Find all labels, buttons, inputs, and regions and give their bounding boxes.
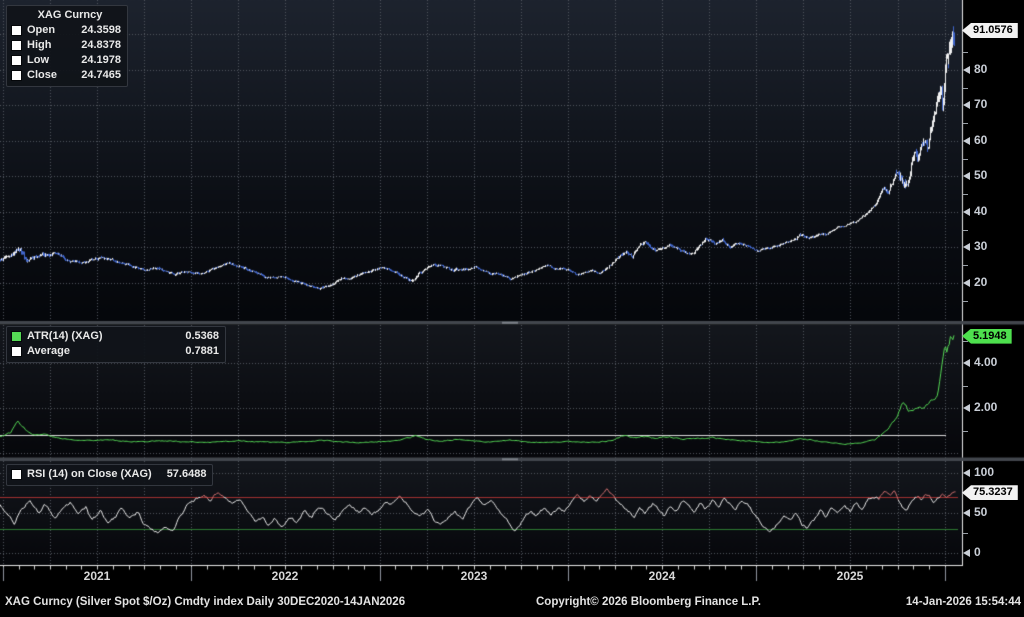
axis-tick-icon <box>963 549 970 557</box>
legend-row-atr[interactable]: ATR(14) (XAG) 0.5368 <box>11 329 219 344</box>
footer-description: XAG Curncy (Silver Spot $/Oz) Cmdty inde… <box>5 596 406 608</box>
close-swatch <box>11 70 22 81</box>
rsi-legend[interactable]: RSI (14) on Close (XAG) 57.6488 <box>6 464 214 486</box>
rsi-swatch <box>11 469 22 480</box>
axis-minor-tick <box>963 386 968 387</box>
high-label: High <box>27 39 52 51</box>
chart-footer: XAG Curncy (Silver Spot $/Oz) Cmdty inde… <box>0 596 1024 616</box>
footer-copyright: Copyright© 2026 Bloomberg Finance L.P. <box>536 596 761 608</box>
axis-minor-tick <box>963 341 968 342</box>
legend-row-open[interactable]: Open 24.3598 <box>11 23 121 38</box>
axis-minor-tick <box>963 533 968 534</box>
low-value: 24.1978 <box>81 54 121 66</box>
atr-label: ATR(14) (XAG) <box>27 330 103 342</box>
footer-timestamp: 14-Jan-2026 15:54:44 <box>905 596 1021 608</box>
axis-tick-label: 4.00 <box>974 355 998 369</box>
rsi-last-value-tag: 75.3237 <box>962 485 1018 501</box>
axis-tick-label: 20 <box>974 275 988 289</box>
axis-tick-label: 60 <box>974 132 988 147</box>
close-label: Close <box>27 69 57 81</box>
year-label-2022: 2022 <box>271 569 299 583</box>
year-label-2021: 2021 <box>83 569 111 583</box>
axis-minor-tick <box>963 265 968 266</box>
axis-tick-icon <box>963 359 970 367</box>
low-label: Low <box>27 54 49 66</box>
axis-tick-label: 80 <box>974 61 988 76</box>
axis-tick-icon <box>963 101 970 110</box>
average-value: 0.7881 <box>185 345 219 357</box>
high-swatch <box>11 40 22 51</box>
security-title: XAG Curncy <box>37 9 103 21</box>
axis-tick-icon <box>963 469 970 477</box>
legend-row-low[interactable]: Low 24.1978 <box>11 53 121 68</box>
average-swatch <box>11 346 22 357</box>
high-value: 24.8378 <box>81 39 121 51</box>
year-label-2024: 2024 <box>648 569 676 583</box>
rsi-label: RSI (14) on Close (XAG) <box>27 468 152 480</box>
atr-last-value-tag: 5.1948 <box>962 328 1012 344</box>
axis-minor-tick <box>963 431 968 432</box>
average-label: Average <box>27 345 71 357</box>
legend-row-rsi[interactable]: RSI (14) on Close (XAG) 57.6488 <box>11 467 206 482</box>
axis-tick-label: 50 <box>974 505 988 519</box>
price-legend[interactable]: XAG Curncy Open 24.3598 High 24.8378 Low… <box>6 5 128 87</box>
axis-tick-icon <box>963 172 970 181</box>
axis-tick-label: 2.00 <box>974 400 998 414</box>
axis-minor-tick <box>963 123 968 124</box>
open-value: 24.3598 <box>81 24 121 36</box>
axis-tick-icon <box>963 65 970 74</box>
axis-minor-tick <box>963 230 968 231</box>
atr-value: 0.5368 <box>185 330 219 342</box>
last-price-tag: 91.0576 <box>962 23 1018 39</box>
axis-tick-icon <box>963 279 970 287</box>
axis-minor-tick <box>963 301 968 302</box>
axis-tick-label: 30 <box>974 239 988 254</box>
low-swatch <box>11 55 22 66</box>
axis-tick-icon <box>963 243 970 252</box>
axis-tick-icon <box>963 404 970 412</box>
pane-divider-atr-rsi[interactable] <box>0 456 1024 462</box>
year-label-2023: 2023 <box>460 569 488 583</box>
axis-tick-label: 0 <box>974 545 981 559</box>
year-label-2025: 2025 <box>836 569 864 583</box>
atr-swatch <box>11 331 22 342</box>
axis-minor-tick <box>963 159 968 160</box>
legend-row-high[interactable]: High 24.8378 <box>11 38 121 53</box>
open-swatch <box>11 25 22 36</box>
axis-minor-tick <box>963 194 968 195</box>
axis-tick-label: 70 <box>974 97 988 112</box>
axis-tick-label: 100 <box>974 465 995 479</box>
open-label: Open <box>27 24 56 36</box>
axis-tick-icon <box>963 136 970 145</box>
legend-row-close[interactable]: Close 24.7465 <box>11 68 121 83</box>
close-value: 24.7465 <box>81 69 121 81</box>
axis-minor-tick <box>963 52 968 53</box>
axis-tick-icon <box>963 509 970 517</box>
axis-minor-tick <box>963 88 968 89</box>
legend-row-average[interactable]: Average 0.7881 <box>11 344 219 359</box>
axis-tick-icon <box>963 207 970 216</box>
axis-tick-label: 40 <box>974 203 988 218</box>
rsi-value: 57.6488 <box>166 468 207 480</box>
axis-tick-label: 50 <box>974 168 988 183</box>
atr-legend[interactable]: ATR(14) (XAG) 0.5368 Average 0.7881 <box>6 326 226 363</box>
